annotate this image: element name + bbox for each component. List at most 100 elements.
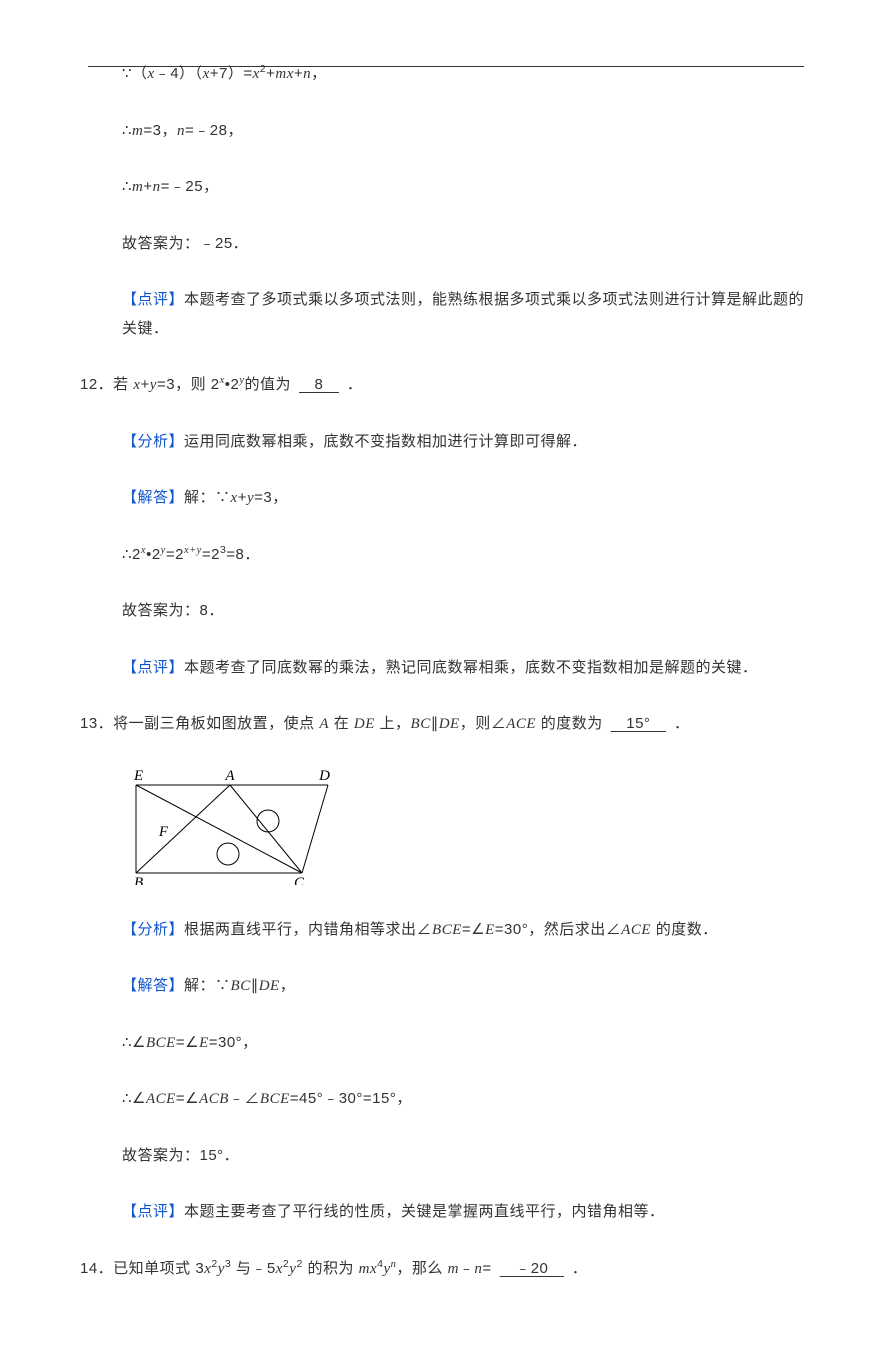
text-run: ∥ xyxy=(431,715,439,732)
text-run: 与﹣5 xyxy=(231,1260,276,1277)
text-run: ﹣∠ xyxy=(229,1090,260,1107)
text-run: DE xyxy=(259,978,280,994)
text-line: 12．若 x+y=3，则 2x•2y的值为 8 ． xyxy=(80,371,812,400)
text-run: 的度数为 xyxy=(536,715,603,732)
text-run: + xyxy=(294,65,303,82)
text-run: 故答案为：15°． xyxy=(122,1147,239,1164)
text-run: 解：∵ xyxy=(184,977,231,994)
text-run: y xyxy=(289,1261,296,1277)
text-run: DE xyxy=(439,716,460,732)
text-run: n xyxy=(153,179,161,195)
text-run: x xyxy=(276,1261,283,1277)
text-run: ，则∠ xyxy=(460,715,507,732)
text-line: 13．将一副三角板如图放置，使点 A 在 DE 上，BC∥DE，则∠ACE 的度… xyxy=(80,710,812,739)
text-run: 本题主要考查了平行线的性质，关键是掌握两直线平行，内错角相等． xyxy=(184,1203,665,1220)
svg-text:B: B xyxy=(134,875,143,885)
text-line: ∴∠ACE=∠ACB﹣∠BCE=45°﹣30°=15°， xyxy=(80,1085,812,1114)
text-run: n xyxy=(303,66,311,82)
text-run: 12．若 xyxy=(80,376,133,393)
section-label: 【解答】 xyxy=(122,977,184,994)
section-label: 【解答】 xyxy=(122,489,184,506)
text-run: 的度数． xyxy=(651,921,718,938)
text-line: 14．已知单项式 3x2y3 与﹣5x2y2 的积为 mx4yn，那么 m﹣n=… xyxy=(80,1255,812,1284)
text-line: 故答案为：8． xyxy=(80,597,812,626)
text-run: =3， xyxy=(254,489,288,506)
text-run: ﹣ xyxy=(459,1260,475,1277)
text-run: 故答案为：8． xyxy=(122,602,224,619)
text-run: n xyxy=(177,123,185,139)
section-label: 【分析】 xyxy=(122,921,184,938)
text-run: + xyxy=(238,489,247,506)
svg-text:E: E xyxy=(133,768,143,784)
text-run: ∴ xyxy=(122,178,132,195)
text-run: x xyxy=(253,66,260,82)
text-run: x xyxy=(231,490,238,506)
text-run: =30°，然后求出∠ xyxy=(495,921,621,938)
text-run: DE xyxy=(354,716,375,732)
text-run: 本题考查了同底数幂的乘法，熟记同底数幂相乘，底数不变指数相加是解题的关键． xyxy=(184,659,758,676)
text-run: =3，则 2 xyxy=(157,376,220,393)
text-run: x xyxy=(204,1261,211,1277)
text-run: ACE xyxy=(621,922,651,938)
answer-blank: ﹣20 xyxy=(492,1260,572,1277)
text-run: A xyxy=(319,716,329,732)
text-run: 14．已知单项式 3 xyxy=(80,1260,204,1277)
text-run: ∵（ xyxy=(122,65,148,82)
text-run: ． xyxy=(572,1260,588,1277)
text-line: ∴m+n=﹣25， xyxy=(80,173,812,202)
text-run: ACE xyxy=(506,716,536,732)
text-run: + xyxy=(143,178,152,195)
text-run: ∴∠ xyxy=(122,1090,146,1107)
text-run: BCE xyxy=(146,1035,176,1051)
text-run: E xyxy=(485,922,495,938)
text-line: 【分析】运用同底数幂相乘，底数不变指数相加进行计算即可得解． xyxy=(80,428,812,457)
text-run: m xyxy=(132,179,143,195)
text-line: 故答案为：﹣25． xyxy=(80,230,812,259)
text-run: •2 xyxy=(146,546,161,563)
document-body: ∵（x﹣4）（x+7）=x2+mx+n，∴m=3，n=﹣28，∴m+n=﹣25，… xyxy=(80,60,812,1283)
text-run: BCE xyxy=(260,1091,290,1107)
text-run: y xyxy=(218,1261,225,1277)
text-run: 本题考查了多项式乘以多项式法则，能熟练根据多项式乘以多项式法则进行计算是解此题的… xyxy=(122,291,804,337)
text-run: 13．将一副三角板如图放置，使点 xyxy=(80,715,319,732)
section-label: 【点评】 xyxy=(122,659,184,676)
text-run: ∴2 xyxy=(122,546,141,563)
header-rule xyxy=(88,66,804,67)
text-run: =30°， xyxy=(209,1034,258,1051)
section-label: 【分析】 xyxy=(122,433,184,450)
text-run: ACE xyxy=(146,1091,176,1107)
text-line: ∴∠BCE=∠E=30°， xyxy=(80,1029,812,1058)
text-run: 在 xyxy=(329,715,354,732)
geometry-diagram: EADBCF xyxy=(122,767,812,890)
text-run: =2 xyxy=(202,546,220,563)
text-run: ∴∠ xyxy=(122,1034,146,1051)
text-line: 【解答】解：∵x+y=3， xyxy=(80,484,812,513)
text-line: 【点评】本题考查了同底数幂的乘法，熟记同底数幂相乘，底数不变指数相加是解题的关键… xyxy=(80,654,812,683)
text-run: =2 xyxy=(166,546,184,563)
text-run: ， xyxy=(280,977,296,994)
text-run: ． xyxy=(674,715,690,732)
text-run: BCE xyxy=(432,922,462,938)
text-run: y xyxy=(150,377,157,393)
text-run: ACB xyxy=(199,1091,229,1107)
text-run: 上， xyxy=(375,715,411,732)
text-run: +7）= xyxy=(210,65,253,82)
text-run: + xyxy=(141,376,150,393)
answer-blank: 8 xyxy=(291,376,347,393)
text-run: ， xyxy=(311,65,327,82)
text-line: 【点评】本题考查了多项式乘以多项式法则，能熟练根据多项式乘以多项式法则进行计算是… xyxy=(80,286,812,343)
svg-text:A: A xyxy=(224,768,235,784)
text-run: n xyxy=(474,1261,482,1277)
text-run: BC xyxy=(231,978,251,994)
text-run: =﹣28， xyxy=(185,122,243,139)
text-line: ∵（x﹣4）（x+7）=x2+mx+n， xyxy=(80,60,812,89)
text-run: ﹣4）（ xyxy=(155,65,203,82)
text-run: =3， xyxy=(143,122,177,139)
text-line: 【解答】解：∵BC∥DE， xyxy=(80,972,812,1001)
svg-text:F: F xyxy=(158,824,169,840)
text-run: mx xyxy=(359,1261,378,1277)
answer-blank: 15° xyxy=(603,715,674,732)
text-run: m xyxy=(448,1261,459,1277)
text-line: ∴2x•2y=2x+y=23=8． xyxy=(80,541,812,570)
text-run: mx xyxy=(275,66,294,82)
